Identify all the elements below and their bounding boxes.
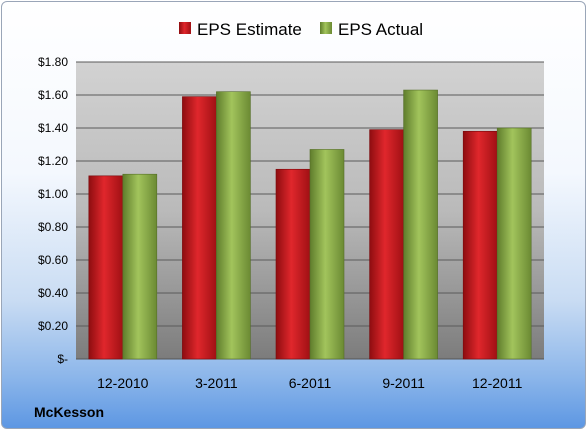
bar-eps-actual xyxy=(496,127,532,360)
legend-label-actual: EPS Actual xyxy=(338,20,423,39)
company-label: McKesson xyxy=(34,404,104,420)
bar-eps-actual xyxy=(309,149,345,360)
x-tick-label: 12-2010 xyxy=(97,375,149,391)
x-tick-label: 6-2011 xyxy=(289,375,332,391)
y-tick-label: $1.60 xyxy=(38,88,68,102)
y-tick-label: $1.40 xyxy=(38,121,68,135)
bar-eps-actual xyxy=(403,89,438,360)
y-tick-label: $- xyxy=(57,352,68,366)
bar-eps-estimate xyxy=(275,168,311,360)
bar-eps-estimate xyxy=(182,96,217,360)
bar-eps-actual xyxy=(122,173,158,360)
bar-eps-estimate xyxy=(88,175,124,360)
bar-eps-estimate xyxy=(462,131,498,360)
x-tick-label: 12-2011 xyxy=(472,375,523,391)
bar-eps-estimate xyxy=(369,129,404,360)
y-tick-label: $1.00 xyxy=(38,187,68,201)
y-axis-labels: $- $0.20 $0.40 $0.60 $0.80 $1.00 $1.20 $1.40 $1.… xyxy=(38,55,68,366)
legend-swatch-actual xyxy=(320,22,332,34)
x-axis-labels: 12-2010 3-2011 6-2011 9-2011 12-2011 xyxy=(97,375,522,391)
y-tick-label: $1.20 xyxy=(38,154,68,168)
bars xyxy=(88,89,532,360)
y-tick-label: $1.80 xyxy=(38,55,68,69)
y-tick-label: $0.80 xyxy=(38,220,68,234)
x-tick-label: 3-2011 xyxy=(195,375,238,391)
legend-label-estimate: EPS Estimate xyxy=(197,20,302,39)
bar-eps-actual xyxy=(216,91,251,360)
legend-swatch-estimate xyxy=(179,22,191,34)
legend: EPS Estimate EPS Actual xyxy=(179,20,423,39)
y-tick-label: $0.60 xyxy=(38,253,68,267)
x-tick-label: 9-2011 xyxy=(382,375,425,391)
y-tick-label: $0.40 xyxy=(38,286,68,300)
y-tick-label: $0.20 xyxy=(38,319,68,333)
